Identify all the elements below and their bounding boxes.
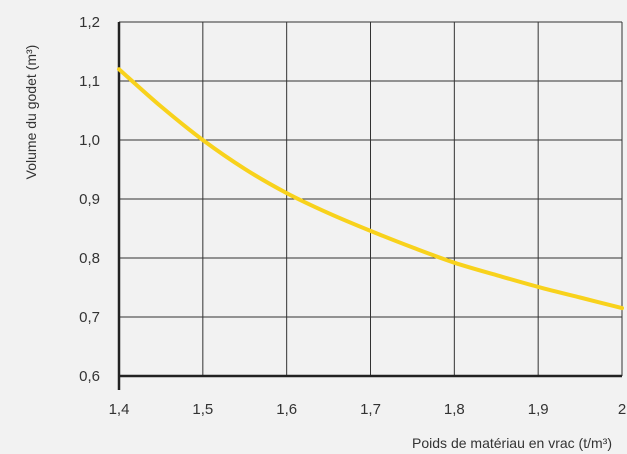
series-layer: [117, 67, 624, 311]
y-tick-label: 0,8: [79, 250, 100, 267]
y-tick-label: 1,1: [79, 73, 100, 90]
y-tick-label: 0,7: [79, 309, 100, 326]
x-tick-label: 1,4: [109, 401, 130, 418]
x-tick-label: 1,9: [528, 401, 549, 418]
y-tick-label: 1,0: [79, 132, 100, 149]
x-tick-label: 2: [618, 401, 626, 418]
y-tick-label: 0,6: [79, 368, 100, 385]
y-axis-label: Volume du godet (m³): [23, 45, 39, 180]
series-line: [117, 67, 624, 311]
x-axis-label: Poids de matériau en vrac (t/m³): [412, 435, 612, 451]
grid: [119, 21, 623, 376]
x-tick-label: 1,7: [360, 401, 381, 418]
x-tick-label: 1,5: [192, 401, 213, 418]
y-tick-label: 1,2: [79, 14, 100, 31]
y-tick-label: 0,9: [79, 191, 100, 208]
axes: [117, 22, 622, 390]
x-tick-label: 1,6: [276, 401, 297, 418]
x-tick-label: 1,8: [444, 401, 465, 418]
tick-labels: 1,4 1,5 1,6 1,7 1,8 1,9 2 0,6 0,7 0,8 0,9 1,0 1,1 1,2: [79, 14, 626, 418]
